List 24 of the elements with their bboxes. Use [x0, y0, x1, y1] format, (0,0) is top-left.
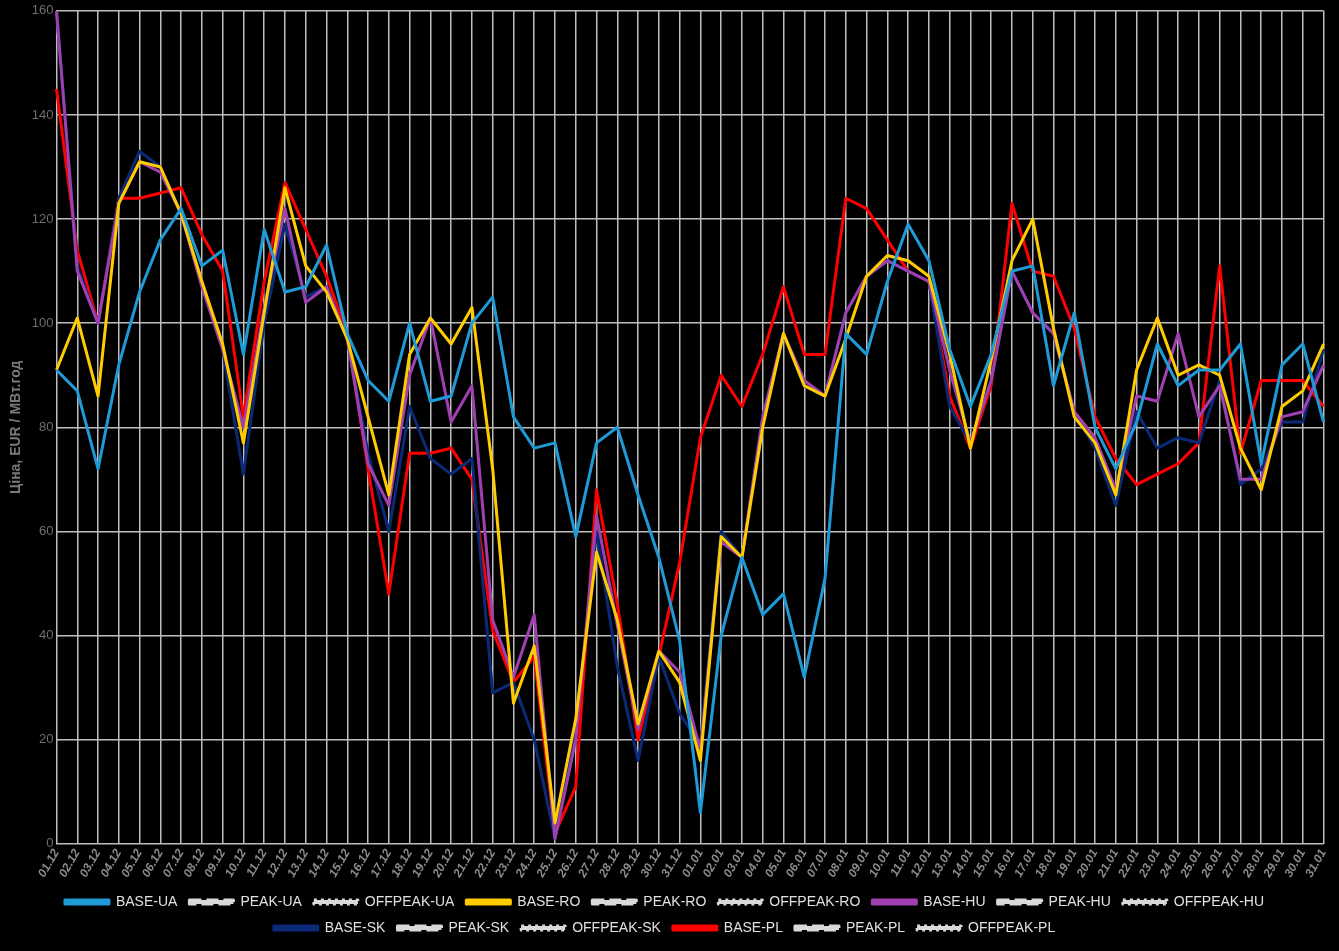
y-tick-label: 60: [39, 523, 54, 538]
legend-label: BASE-UA: [115, 892, 179, 909]
legend-label: PEAK-HU: [1048, 892, 1111, 909]
legend-label: PEAK-PL: [845, 918, 906, 935]
y-tick-label: 140: [31, 106, 54, 122]
legend-label: OFFPEAK-SK: [572, 918, 662, 935]
y-tick-label: 160: [31, 2, 54, 18]
legend-label: BASE-HU: [923, 892, 986, 909]
y-tick-label: 120: [31, 210, 54, 226]
legend-label: BASE-SK: [324, 918, 387, 935]
legend-label: OFFPEAK-HU: [1173, 892, 1265, 909]
legend-label: OFFPEAK-PL: [968, 918, 1056, 935]
y-tick-label: 20: [39, 731, 54, 747]
y-tick-label: 100: [31, 314, 54, 330]
y-axis-title: Ціна, EUR / МВт.год: [7, 360, 24, 494]
legend-label: PEAK-UA: [240, 892, 303, 909]
legend-label: BASE-PL: [723, 918, 784, 935]
legend-label: OFFPEAK-RO: [769, 892, 861, 909]
legend-label: BASE-RO: [517, 892, 581, 909]
legend-label: PEAK-RO: [643, 892, 707, 909]
legend-label: PEAK-SK: [448, 918, 510, 935]
y-tick-label: 80: [39, 418, 54, 434]
y-tick-label: 40: [39, 627, 54, 643]
legend-label: OFFPEAK-UA: [364, 892, 455, 909]
